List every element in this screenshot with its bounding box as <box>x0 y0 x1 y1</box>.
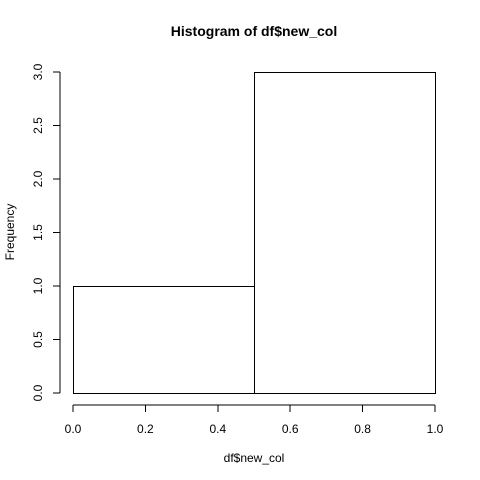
x-tick-label-5: 1.0 <box>427 422 444 436</box>
x-tick-label-2: 0.4 <box>209 422 226 436</box>
y-tick-label-6: 3.0 <box>31 63 45 80</box>
y-tick-label-5: 2.5 <box>31 117 45 134</box>
x-tick-label-0: 0.0 <box>65 422 82 436</box>
x-axis-label: df$new_col <box>224 451 285 465</box>
y-axis-label: Frequency <box>3 204 17 261</box>
x-tick-label-4: 0.8 <box>354 422 371 436</box>
x-tick-label-1: 0.2 <box>137 422 154 436</box>
plot-area: 0.0 0.2 0.4 0.6 0.8 1.0 0.0 0.5 1.0 1.5 2.0 2.5 3.0 <box>31 63 444 436</box>
y-tick-label-0: 0.0 <box>31 384 45 401</box>
y-tick-label-2: 1.0 <box>31 277 45 294</box>
y-tick-label-4: 2.0 <box>31 170 45 187</box>
y-tick-label-1: 0.5 <box>31 331 45 348</box>
x-tick-label-3: 0.6 <box>282 422 299 436</box>
chart-title: Histogram of df$new_col <box>171 23 337 39</box>
y-tick-label-3: 1.5 <box>31 224 45 241</box>
histogram-bar-0 <box>73 286 255 394</box>
histogram-bar-1 <box>254 72 436 394</box>
